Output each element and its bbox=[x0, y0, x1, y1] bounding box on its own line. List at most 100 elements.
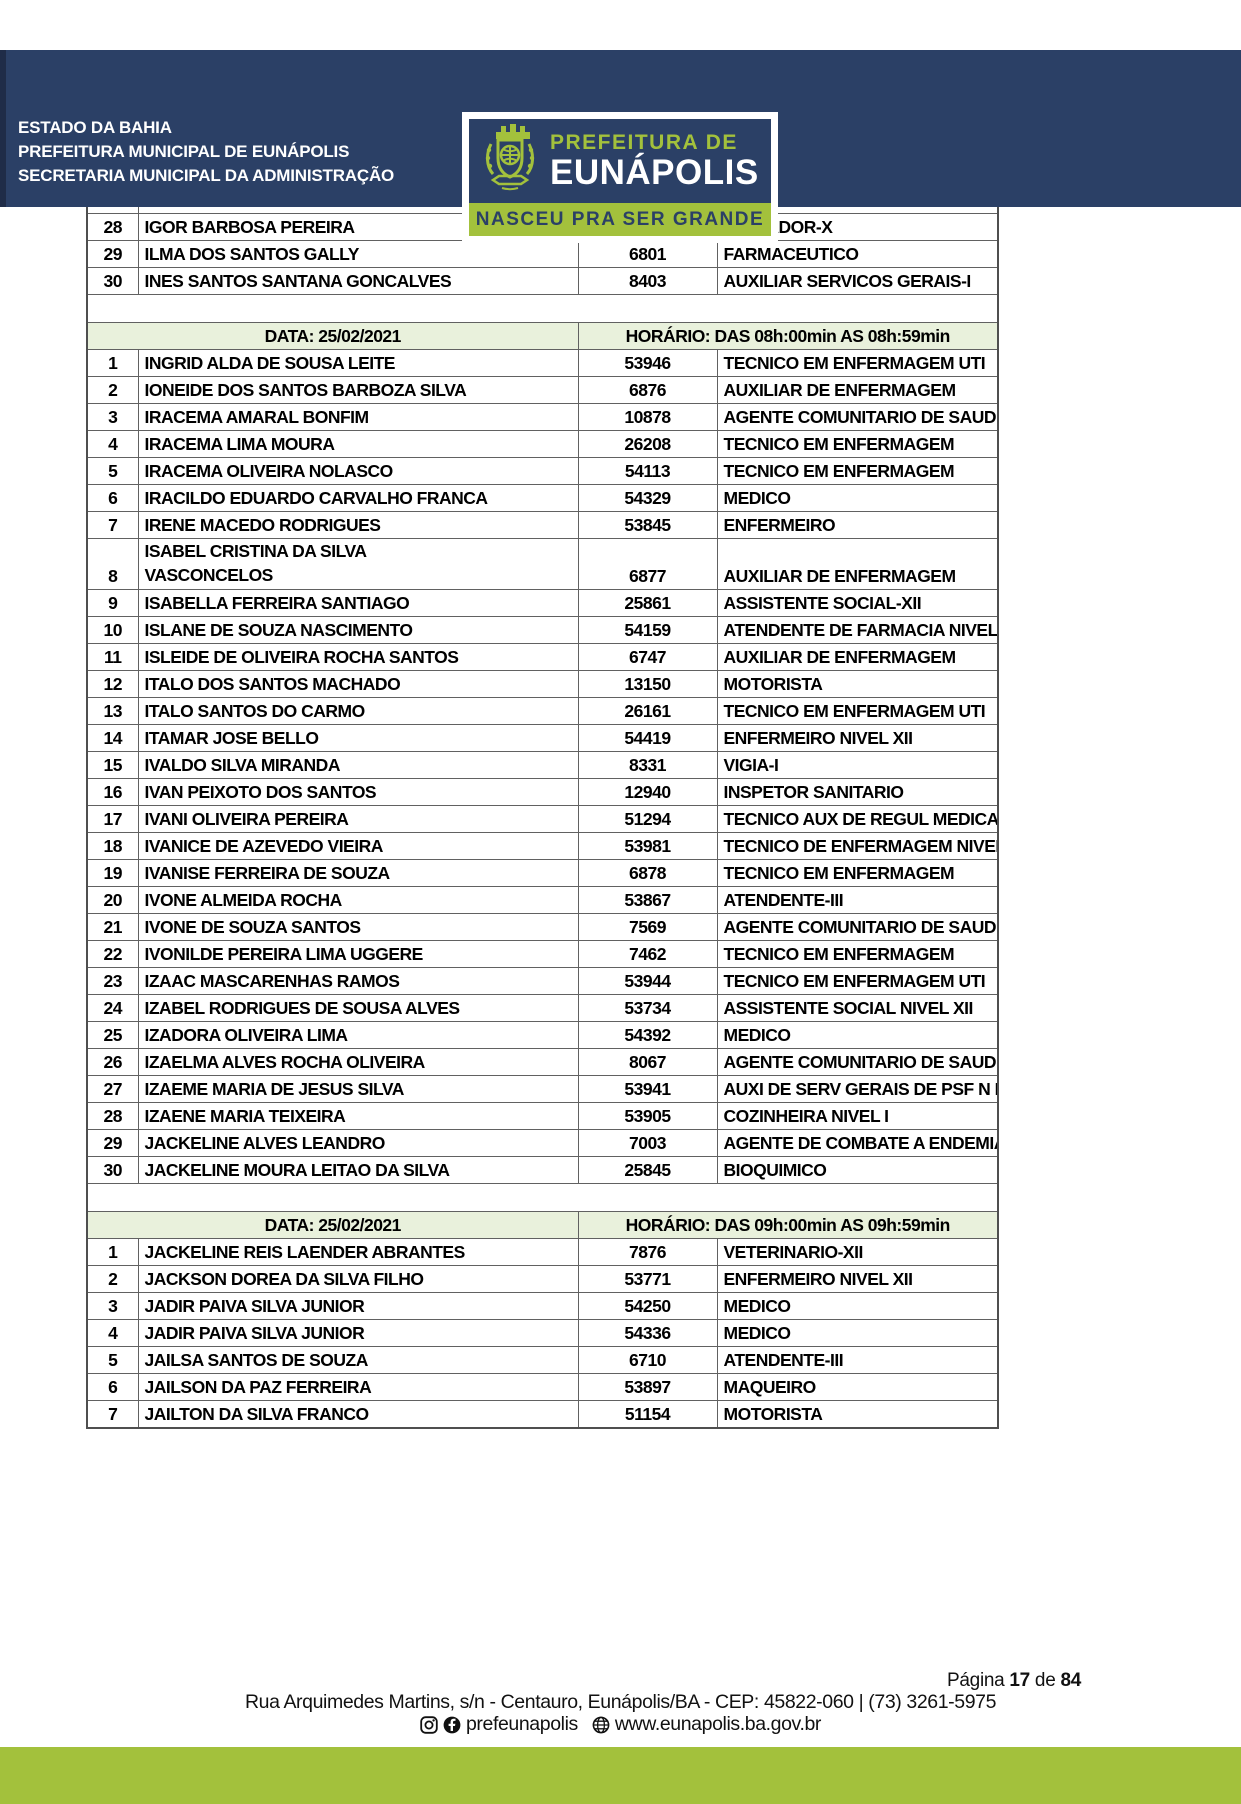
name-cell: IVONILDE PEREIRA LIMA UGGERE bbox=[137, 940, 579, 968]
name-cell: IVONE ALMEIDA ROCHA bbox=[137, 886, 579, 914]
row-number-cell: 7 bbox=[86, 511, 139, 539]
row-number-cell: 18 bbox=[86, 832, 139, 860]
footer-green-bar bbox=[0, 1747, 1241, 1804]
table-row: 15 IVALDO SILVA MIRANDA 8331 VIGIA-I bbox=[86, 751, 999, 779]
registration-cell: 13150 bbox=[577, 670, 718, 698]
job-title-cell: ATENDENTE-III bbox=[716, 886, 999, 914]
registration-cell: 6801 bbox=[577, 240, 718, 268]
job-title-cell: ATENDENTE-III bbox=[716, 1346, 999, 1374]
page-word: Página bbox=[947, 1670, 1005, 1691]
page-edge-shadow bbox=[0, 50, 6, 207]
name-cell: IRACEMA LIMA MOURA bbox=[137, 430, 579, 458]
row-number-cell: 22 bbox=[86, 940, 139, 968]
table-row: 21 IVONE DE SOUZA SANTOS 7569 AGENTE COMUNI… bbox=[86, 913, 999, 941]
job-title-cell: ENFERMEIRO NIVEL XII bbox=[716, 724, 999, 752]
job-title-cell: MOTORISTA bbox=[716, 670, 999, 698]
name-cell: IVALDO SILVA MIRANDA bbox=[137, 751, 579, 779]
name-cell: ISLEIDE DE OLIVEIRA ROCHA SANTOS bbox=[137, 643, 579, 671]
job-title-cell: AUXILIAR DE ENFERMAGEM bbox=[716, 643, 999, 671]
table-row: 18 IVANICE DE AZEVEDO VIEIRA 53981 TECNICO … bbox=[86, 832, 999, 860]
name-cell: IVANISE FERREIRA DE SOUZA bbox=[137, 859, 579, 887]
job-title-cell: AGENTE COMUNITARIO DE SAUDE bbox=[716, 913, 999, 941]
name-cell: JACKELINE MOURA LEITAO DA SILVA bbox=[137, 1156, 579, 1184]
job-title-cell: MAQUEIRO bbox=[716, 1373, 999, 1401]
row-number-cell: 5 bbox=[86, 457, 139, 485]
table-row: 5 IRACEMA OLIVEIRA NOLASCO 54113 TECNICO EM… bbox=[86, 457, 999, 485]
name-cell: IRACILDO EDUARDO CARVALHO FRANCA bbox=[137, 484, 579, 512]
table-row: 12 ITALO DOS SANTOS MACHADO 13150 MOTORISTA bbox=[86, 670, 999, 698]
name-cell: JACKELINE ALVES LEANDRO bbox=[137, 1129, 579, 1157]
table-row: 1 JACKELINE REIS LAENDER ABRANTES 7876 VETE… bbox=[86, 1238, 999, 1266]
registration-cell: 7876 bbox=[577, 1238, 718, 1266]
name-cell: ITALO SANTOS DO CARMO bbox=[137, 697, 579, 725]
row-number-cell: 24 bbox=[86, 994, 139, 1022]
page-of-word: de bbox=[1034, 1670, 1056, 1691]
row-number-cell: 7 bbox=[86, 1400, 139, 1429]
table-row: 8 ISABEL CRISTINA DA SILVA VASCONCELOS 687… bbox=[86, 538, 999, 590]
table-row: 29 JACKELINE ALVES LEANDRO 7003 AGENTE DE C… bbox=[86, 1129, 999, 1157]
job-title-cell: VIGIA-I bbox=[716, 751, 999, 779]
job-title-cell: TECNICO EM ENFERMAGEM UTI bbox=[716, 349, 999, 377]
registration-cell: 53905 bbox=[577, 1102, 718, 1130]
job-title-cell: FARMACEUTICO bbox=[716, 240, 999, 268]
section-time-header: HORÁRIO: DAS 09h:00min AS 09h:59min bbox=[577, 1211, 999, 1239]
row-number-cell: 1 bbox=[86, 1238, 139, 1266]
row-number-cell: 26 bbox=[86, 1048, 139, 1076]
name-cell: IZAAC MASCARENHAS RAMOS bbox=[137, 967, 579, 995]
letterhead-line-state: ESTADO DA BAHIA bbox=[18, 118, 172, 137]
registration-cell: 8331 bbox=[577, 751, 718, 779]
job-title-cell: TECNICO EM ENFERMAGEM bbox=[716, 457, 999, 485]
name-cell: JACKSON DOREA DA SILVA FILHO bbox=[137, 1265, 579, 1293]
job-title-cell: AGENTE COMUNITARIO DE SAUDE bbox=[716, 403, 999, 431]
job-title-cell: AUXILIAR SERVICOS GERAIS-I bbox=[716, 267, 999, 295]
row-number-cell: 6 bbox=[86, 1373, 139, 1401]
row-number-cell: 8 bbox=[86, 538, 139, 590]
row-number-cell: 5 bbox=[86, 1346, 139, 1374]
table-row: 3 JADIR PAIVA SILVA JUNIOR 54250 MEDICO bbox=[86, 1292, 999, 1320]
name-cell: IVAN PEIXOTO DOS SANTOS bbox=[137, 778, 579, 806]
job-title-cell: MEDICO bbox=[716, 484, 999, 512]
job-title-cell: TECNICO EM ENFERMAGEM UTI bbox=[716, 697, 999, 725]
registration-cell: 53946 bbox=[577, 349, 718, 377]
row-number-cell: 30 bbox=[86, 267, 139, 295]
row-number-cell: 4 bbox=[86, 430, 139, 458]
table-row: 25 IZADORA OLIVEIRA LIMA 54392 MEDICO bbox=[86, 1021, 999, 1049]
table-row: 30 JACKELINE MOURA LEITAO DA SILVA 25845 BI… bbox=[86, 1156, 999, 1184]
name-cell: ISABELLA FERREIRA SANTIAGO bbox=[137, 589, 579, 617]
footer-address: Rua Arquimedes Martins, s/n - Centauro, … bbox=[244, 1691, 997, 1713]
row-number-cell: 29 bbox=[86, 240, 139, 268]
letterhead-line-municipality: PREFEITURA MUNICIPAL DE EUNÁPOLIS bbox=[18, 142, 350, 161]
row-number-cell: 20 bbox=[86, 886, 139, 914]
registration-cell: 6710 bbox=[577, 1346, 718, 1374]
row-number-cell: 3 bbox=[86, 1292, 139, 1320]
row-number-cell: 15 bbox=[86, 751, 139, 779]
table-row: 2 IONEIDE DOS SANTOS BARBOZA SILVA 6876 AUX… bbox=[86, 376, 999, 404]
row-number-cell: 1 bbox=[86, 349, 139, 377]
row-number-cell: 28 bbox=[86, 1102, 139, 1130]
registration-cell: 53734 bbox=[577, 994, 718, 1022]
registration-cell: 8403 bbox=[577, 267, 718, 295]
name-cell: IZAEME MARIA DE JESUS SILVA bbox=[137, 1075, 579, 1103]
job-title-cell: MEDICO bbox=[716, 1292, 999, 1320]
facebook-icon bbox=[443, 1716, 461, 1734]
logo-prefeitura-text: PREFEITURA DE bbox=[550, 131, 738, 154]
row-number-cell: 28 bbox=[86, 213, 139, 241]
name-cell: JADIR PAIVA SILVA JUNIOR bbox=[137, 1319, 579, 1347]
section-spacer bbox=[87, 1183, 998, 1212]
table-row: 9 ISABELLA FERREIRA SANTIAGO 25861 ASSISTEN… bbox=[86, 589, 999, 617]
name-cell: INES SANTOS SANTANA GONCALVES bbox=[137, 267, 579, 295]
name-cell: ITAMAR JOSE BELLO bbox=[137, 724, 579, 752]
name-cell: IZADORA OLIVEIRA LIMA bbox=[137, 1021, 579, 1049]
row-number-cell: 17 bbox=[86, 805, 139, 833]
registration-cell: 10878 bbox=[577, 403, 718, 431]
section-time-header: HORÁRIO: DAS 08h:00min AS 08h:59min bbox=[577, 322, 999, 350]
name-cell: IRACEMA AMARAL BONFIM bbox=[137, 403, 579, 431]
row-number-cell: 23 bbox=[86, 967, 139, 995]
name-cell: IZABEL RODRIGUES DE SOUSA ALVES bbox=[137, 994, 579, 1022]
section-header-row: DATA: 25/02/2021 HORÁRIO: DAS 09h:00min A… bbox=[86, 1211, 999, 1239]
job-title-cell: COZINHEIRA NIVEL I bbox=[716, 1102, 999, 1130]
footer-social-line: prefeunapolis www.eunapolis.ba.gov.br bbox=[0, 1713, 1241, 1736]
row-number-cell: 13 bbox=[86, 697, 139, 725]
job-title-cell: VETERINARIO-XII bbox=[716, 1238, 999, 1266]
row-number-cell: 11 bbox=[86, 643, 139, 671]
